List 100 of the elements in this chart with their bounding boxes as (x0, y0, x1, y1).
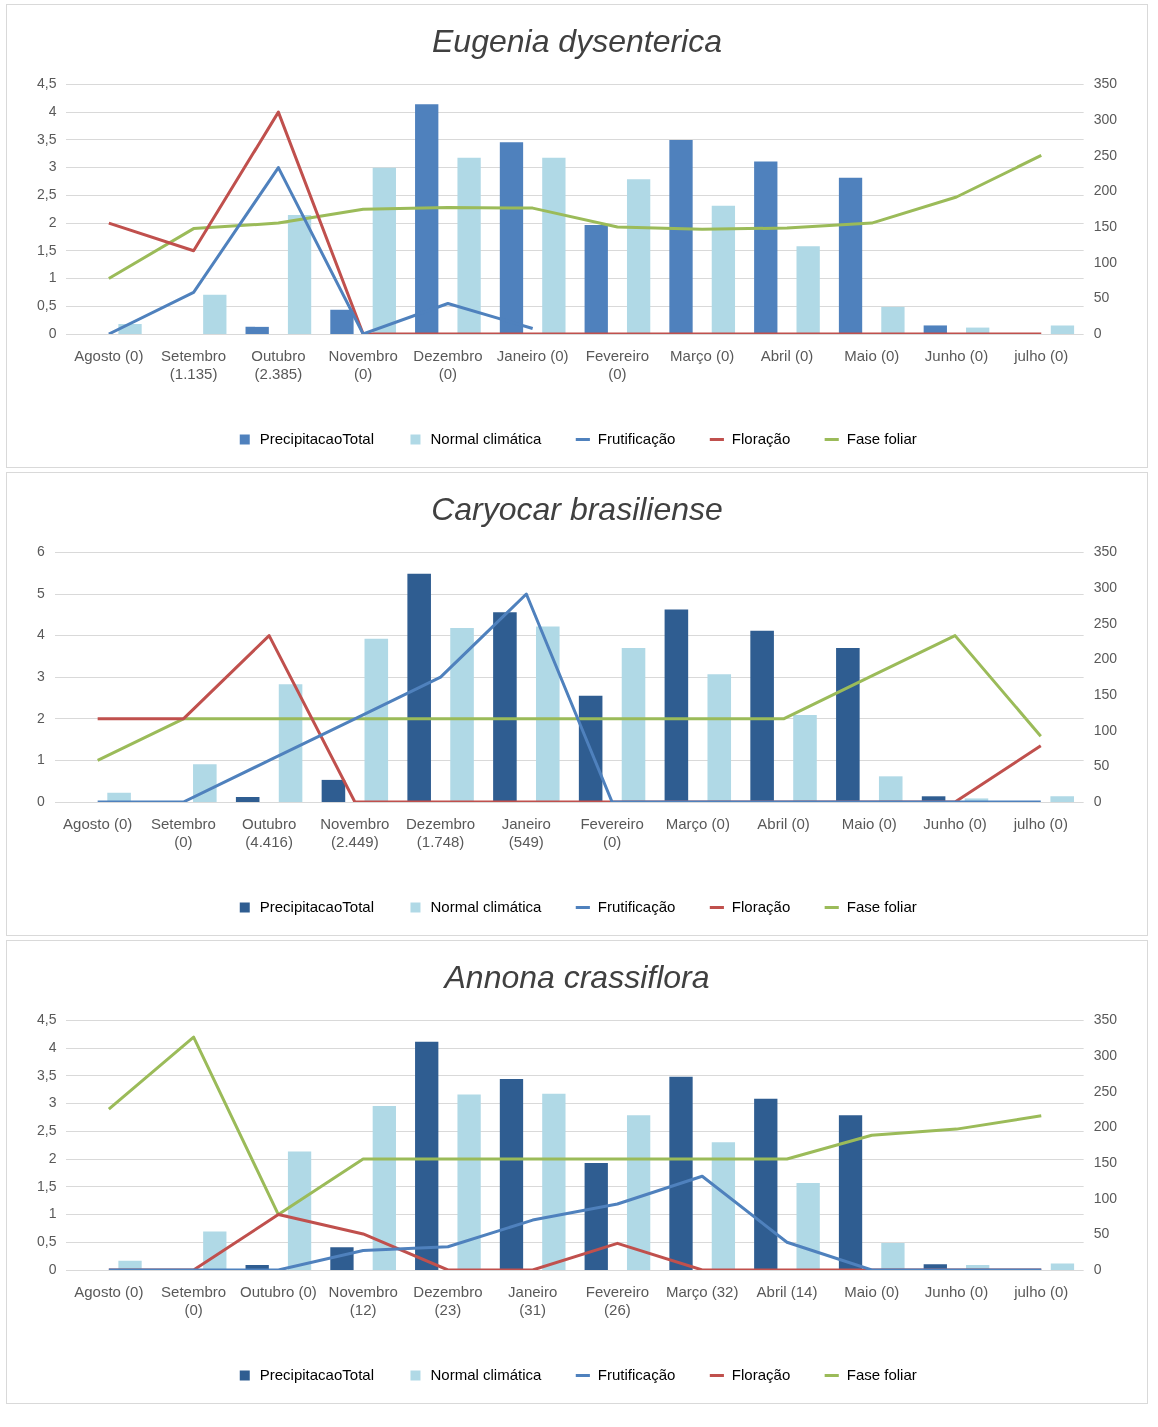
bar (1050, 1263, 1075, 1270)
bar (1050, 325, 1075, 334)
bar (626, 1115, 651, 1270)
y-tick-label: 2 (48, 213, 57, 230)
bar (669, 1076, 693, 1270)
bar (711, 1142, 736, 1270)
bar (881, 1242, 905, 1270)
y2-tick-label: 50 (1093, 289, 1110, 306)
y-tick-label: 0 (36, 792, 45, 809)
x-tick-label: Março (0) (665, 815, 730, 833)
y-tick-label: 3 (48, 1094, 57, 1111)
x-tick-label: Fevereiro (26) (585, 1283, 650, 1319)
y-tick-label: 1,5 (36, 241, 57, 258)
bar (838, 1115, 863, 1270)
bar (278, 684, 303, 802)
x-tick-label: Dezembro (23) (413, 1283, 483, 1319)
x-tick-label: Abril (0) (757, 815, 810, 833)
bar (584, 1163, 608, 1270)
y2-tick-label: 250 (1093, 614, 1118, 631)
y2-tick-label: 0 (1093, 324, 1102, 341)
x-tick-label: Maio (0) (844, 347, 900, 365)
bar (669, 140, 693, 334)
x-tick-label: Novembro (12) (328, 1283, 398, 1319)
y-tick-label: 4,5 (36, 75, 57, 92)
x-tick-label: Setembro (0) (150, 815, 216, 851)
y-tick-label: 0 (48, 324, 57, 341)
y-tick-label: 0 (48, 1260, 57, 1277)
legend-label: Frutificação (597, 429, 676, 447)
x-tick-label: Setembro (1.135) (161, 347, 227, 383)
y-tick-label: 2,5 (36, 1122, 57, 1139)
bar (881, 306, 905, 334)
bar (796, 246, 820, 334)
y2-tick-label: 100 (1093, 721, 1118, 738)
legend-label: Floração (731, 897, 791, 915)
bar (287, 214, 312, 334)
x-tick-label: Janeiro (31) (508, 1283, 558, 1319)
bar (1050, 796, 1074, 802)
bar (793, 715, 817, 802)
bar (754, 161, 778, 334)
bar (407, 573, 431, 802)
y-tick-label: 2 (36, 709, 45, 726)
bar (372, 1105, 396, 1270)
y-tick-label: 1 (48, 269, 57, 286)
y-tick-label: 3,5 (36, 1066, 57, 1083)
y2-tick-label: 0 (1093, 1260, 1102, 1277)
x-tick-label: Setembro (0) (161, 1283, 227, 1319)
y2-tick-label: 50 (1093, 1225, 1110, 1242)
x-tick-label: Novembro (0) (328, 347, 398, 383)
bar (364, 638, 389, 802)
bar (457, 1094, 481, 1270)
legend-label: Fase foliar (846, 429, 917, 447)
y2-tick-label: 150 (1093, 217, 1118, 234)
chart-title: Annona crassiflora (442, 959, 710, 996)
bar (457, 157, 481, 334)
y2-tick-label: 250 (1093, 146, 1118, 163)
y2-tick-label: 200 (1093, 1118, 1118, 1135)
x-tick-label: Abril (0) (760, 347, 814, 365)
bar (750, 630, 774, 802)
x-tick-label: Fevereiro (0) (585, 347, 650, 383)
legend-label: Floração (731, 1365, 791, 1383)
y2-tick-label: 350 (1093, 543, 1118, 560)
legend-label: Fase foliar (846, 1365, 917, 1383)
y2-tick-label: 200 (1093, 182, 1118, 199)
y-tick-label: 1 (48, 1205, 57, 1222)
y2-tick-label: 150 (1093, 1153, 1118, 1170)
y2-tick-label: 350 (1093, 75, 1118, 92)
y2-tick-label: 0 (1093, 792, 1102, 809)
x-tick-label: Maio (0) (844, 1283, 900, 1301)
y2-tick-label: 200 (1093, 650, 1118, 667)
bar (707, 674, 732, 802)
bar (372, 167, 396, 334)
legend-label: Frutificação (597, 897, 676, 915)
x-tick-label: Outubro (0) (240, 1283, 317, 1301)
x-tick-label: Junho (0) (923, 815, 987, 833)
bar (626, 179, 651, 334)
bar (838, 177, 863, 334)
bar (711, 205, 736, 334)
y-tick-label: 0,5 (36, 297, 57, 314)
y2-tick-label: 100 (1093, 253, 1118, 270)
x-tick-label: Dezembro (1.748) (406, 815, 476, 851)
bar (535, 626, 560, 802)
bar (415, 1041, 439, 1270)
y2-tick-label: 300 (1093, 1046, 1118, 1063)
bar (245, 326, 269, 334)
x-tick-label: Agosto (0) (74, 347, 144, 365)
bar (450, 627, 474, 802)
x-tick-label: Novembro (2.449) (320, 815, 390, 851)
x-tick-label: Janeiro (549) (501, 815, 551, 851)
legend-label: Normal climática (430, 897, 542, 915)
legend-label: Normal climática (430, 429, 542, 447)
y-tick-label: 3 (36, 668, 45, 685)
x-tick-label: Janeiro (0) (496, 347, 569, 365)
bar (193, 764, 217, 802)
x-tick-label: Março (32) (665, 1283, 739, 1301)
chart-title: Eugenia dysenterica (432, 23, 722, 60)
bar (664, 609, 689, 802)
x-tick-label: Agosto (0) (74, 1283, 144, 1301)
y-tick-label: 1,5 (36, 1177, 57, 1194)
bar (542, 1093, 566, 1270)
x-tick-label: Agosto (0) (63, 815, 133, 833)
